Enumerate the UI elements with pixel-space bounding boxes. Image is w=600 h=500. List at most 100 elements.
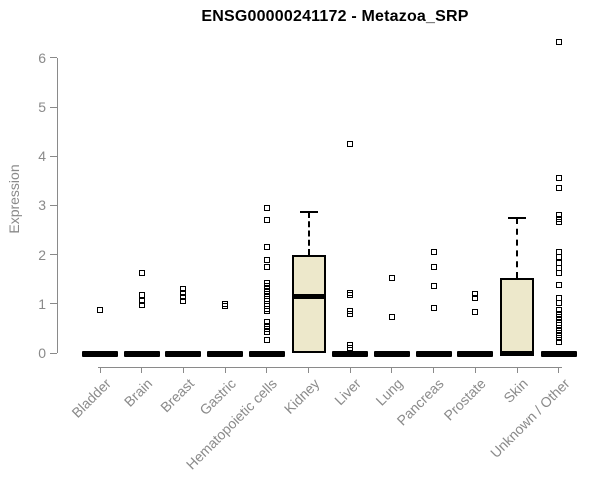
outlier-point — [555, 328, 562, 335]
x-tick — [182, 367, 184, 373]
outlier-point — [138, 302, 145, 309]
whisker-cap — [299, 210, 318, 213]
outlier-point — [97, 306, 103, 313]
outlier-point — [555, 269, 562, 276]
collapsed-box-at-zero — [207, 350, 244, 357]
boxplot-median — [291, 293, 326, 299]
outlier-point — [263, 243, 270, 250]
outlier-point — [263, 337, 270, 344]
x-category-label: Lung — [372, 375, 406, 409]
chart-title: ENSG00000241172 - Metazoa_SRP — [201, 8, 469, 25]
outlier-point — [347, 292, 354, 299]
outlier-point — [222, 303, 229, 310]
y-tick-label: 3 — [38, 197, 46, 214]
y-tick — [50, 204, 57, 206]
outlier-point — [138, 291, 145, 298]
collapsed-box-at-zero — [373, 350, 410, 357]
outlier-point — [388, 314, 395, 321]
x-axis-line — [98, 367, 562, 368]
y-tick-label: 1 — [38, 295, 46, 312]
y-tick-label: 6 — [38, 49, 46, 66]
x-tick — [266, 367, 268, 373]
outlier-point — [180, 298, 187, 305]
outlier-point — [555, 39, 562, 46]
outlier-point — [472, 290, 479, 297]
outlier-point — [472, 294, 479, 301]
outlier-point — [388, 275, 395, 282]
whisker-cap — [508, 217, 526, 220]
outlier-point — [180, 290, 187, 296]
outlier-point — [138, 298, 145, 305]
outlier-point — [555, 339, 562, 346]
outlier-point — [180, 286, 187, 293]
y-tick — [50, 106, 57, 108]
outlier-point — [555, 215, 562, 222]
x-tick — [516, 367, 518, 373]
collapsed-box-at-zero — [248, 350, 285, 357]
x-category-label: Liver — [331, 375, 364, 409]
outlier-point — [430, 264, 437, 271]
collapsed-box-at-zero — [82, 350, 118, 357]
outlier-point — [180, 294, 187, 301]
y-tick — [50, 254, 57, 256]
y-tick — [50, 155, 57, 157]
x-tick — [349, 367, 351, 373]
outlier-point — [555, 212, 562, 219]
outlier-point — [555, 335, 562, 342]
x-category-label: Unknown / Other — [486, 375, 573, 461]
x-category-label: Bladder — [68, 375, 114, 421]
x-category-label: Kidney — [280, 375, 323, 417]
y-tick — [50, 352, 57, 354]
y-axis-line — [57, 57, 58, 353]
boxplot-box — [291, 254, 326, 353]
outlier-point — [263, 328, 270, 335]
outlier-point — [430, 282, 437, 289]
outlier-point — [263, 308, 270, 315]
outlier-point — [430, 248, 437, 255]
outlier-point — [430, 304, 437, 311]
y-tick — [50, 303, 57, 305]
outlier-point — [263, 204, 270, 211]
outlier-point — [555, 307, 562, 314]
x-tick — [141, 367, 143, 373]
y-tick-label: 5 — [38, 99, 46, 116]
whisker-line — [307, 211, 310, 255]
x-tick — [308, 367, 309, 373]
x-tick — [224, 367, 226, 373]
collapsed-box-at-zero — [457, 350, 494, 357]
outlier-point — [555, 175, 562, 182]
x-category-label: Prostate — [440, 375, 489, 424]
outlier-point — [347, 141, 354, 148]
collapsed-box-at-zero — [123, 350, 160, 357]
y-tick — [50, 57, 57, 59]
outlier-point — [263, 217, 270, 224]
outlier-point — [555, 331, 562, 338]
x-tick — [99, 367, 101, 373]
outlier-point — [138, 269, 145, 276]
collapsed-box-at-zero — [540, 350, 577, 357]
outlier-point — [347, 345, 354, 352]
collapsed-box-at-zero — [332, 350, 369, 357]
outlier-point — [555, 185, 562, 192]
x-tick — [433, 367, 435, 373]
x-category-label: Skin — [500, 375, 531, 406]
x-tick — [558, 367, 560, 373]
outlier-point — [347, 310, 354, 317]
outlier-point — [555, 299, 562, 306]
y-tick-label: 2 — [38, 246, 46, 263]
y-tick-label: 0 — [38, 345, 46, 361]
outlier-point — [555, 219, 562, 226]
collapsed-box-at-zero — [415, 350, 452, 357]
outlier-point — [472, 309, 479, 316]
outlier-point — [263, 263, 270, 270]
boxplot-box — [500, 278, 534, 353]
y-tick-label: 4 — [38, 148, 46, 165]
boxplot-median — [500, 350, 534, 356]
x-tick — [474, 367, 476, 373]
collapsed-box-at-zero — [165, 350, 202, 357]
whisker-line — [516, 218, 518, 279]
outlier-point — [263, 319, 270, 326]
x-tick — [391, 367, 393, 373]
x-category-label: Breast — [157, 375, 197, 416]
